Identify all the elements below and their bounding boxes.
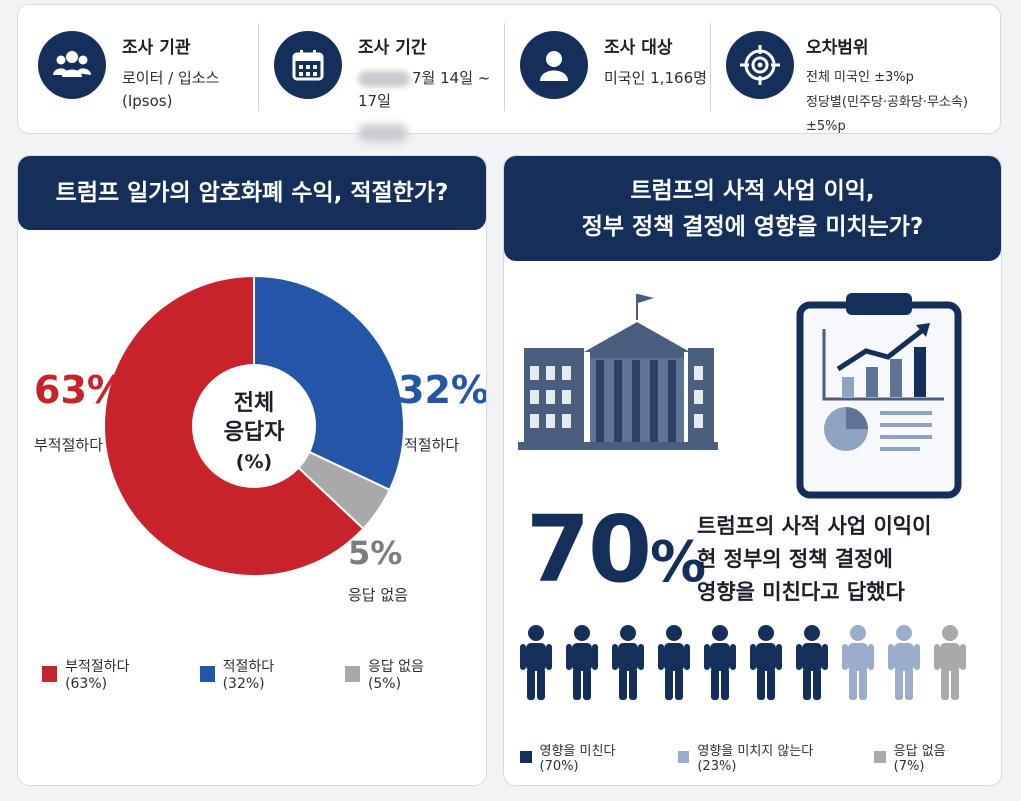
panel-title: 트럼프의 사적 사업 이익, 정부 정책 결정에 영향을 미치는가?	[504, 156, 1001, 261]
agency-name-en: (Ipsos)	[122, 92, 173, 111]
info-title: 오차범위	[806, 38, 869, 58]
info-title: 조사 기간	[358, 38, 427, 58]
redacted-text	[358, 123, 408, 142]
person-figure-affects	[796, 625, 828, 700]
legend-label: 적절하다 (32%)	[222, 659, 275, 692]
legend-swatch	[199, 666, 215, 682]
big-percent: 70%	[526, 496, 706, 603]
big-percent-value: 70	[526, 496, 652, 603]
legend-swatch	[874, 751, 886, 763]
description-line: 트럼프의 사적 사업 이익이	[697, 514, 932, 538]
inappropriate-label: 부적절하다	[34, 436, 104, 454]
legend-label: 응답 없음 (7%)	[893, 744, 946, 774]
legend-item: 적절하다 (32%)	[199, 656, 315, 692]
panel-title-line: 정부 정책 결정에 영향을 미치는가?	[581, 214, 924, 240]
person-figure-affects	[520, 625, 552, 700]
legend-item: 영향을 미치지 않는다 (23%)	[677, 740, 850, 774]
agency-name: 로이터 / 입소스	[122, 69, 220, 87]
info-line: 미국인 1,166명	[604, 69, 707, 87]
survey-info-bar: 조사 기관 로이터 / 입소스 (Ipsos) 조사 기간 7월 14일 ~ 1…	[17, 4, 1001, 142]
legend-item: 영향을 미친다 (70%)	[520, 740, 654, 774]
calendar-icon	[274, 31, 342, 99]
donut-chart: 전체 응답자 (%)	[103, 274, 405, 577]
margin-overall: 전체 미국인 ±3%p	[806, 70, 914, 85]
legend-swatch	[520, 751, 532, 763]
info-title: 조사 기관	[122, 38, 191, 58]
person-figure-affects	[566, 625, 598, 700]
person-figure-not-affects	[888, 625, 920, 700]
inappropriate-percent: 63%	[34, 368, 125, 412]
legend-label: 영향을 미친다 (70%)	[539, 744, 616, 774]
legend-swatch	[677, 751, 690, 763]
info-period: 조사 기간 7월 14일 ~ 17일	[258, 5, 504, 142]
no-answer-label: 응답 없음	[348, 586, 408, 604]
person-figure-affects	[658, 625, 690, 700]
person-icon	[520, 31, 588, 99]
person-figure-affects	[704, 625, 736, 700]
legend-label: 부적절하다 (63%)	[65, 659, 130, 692]
clipboard-chart-icon	[796, 293, 962, 499]
influence-legend: 영향을 미친다 (70%) 영향을 미치지 않는다 (23%) 응답 없음 (7…	[520, 740, 1001, 774]
person-figure-affects	[750, 625, 782, 700]
legend-item: 응답 없음 (7%)	[874, 740, 977, 774]
panel-title: 트럼프 일가의 암호화폐 수익, 적절한가?	[18, 156, 486, 230]
donut-center-label: 전체	[234, 391, 274, 416]
person-figure-affects	[612, 625, 644, 700]
target-crosshair-icon	[726, 31, 794, 99]
info-agency: 조사 기관 로이터 / 입소스 (Ipsos)	[18, 5, 258, 133]
redacted-year	[358, 70, 410, 87]
donut-center-label: (%)	[236, 451, 272, 473]
person-figure-no-answer	[934, 625, 966, 700]
person-figure-not-affects	[842, 625, 874, 700]
info-title: 조사 대상	[604, 38, 673, 58]
legend-item: 응답 없음 (5%)	[344, 656, 456, 692]
survey-dates: 7월 14일 ~ 17일	[358, 69, 491, 111]
crypto-panel: 트럼프 일가의 암호화폐 수익, 적절한가? 전체 응답자 (%) 63% 부적…	[17, 155, 487, 786]
info-target: 조사 대상 미국인 1,166명	[504, 5, 710, 133]
margin-party: 정당별(민주당·공화당·무소속) ±5%p	[806, 94, 968, 135]
person-figures-icon	[520, 625, 966, 700]
donut-hole	[192, 364, 316, 488]
government-building-icon	[518, 294, 718, 450]
legend-swatch	[344, 666, 360, 682]
legend-swatch	[42, 666, 58, 682]
influence-panel: 트럼프의 사적 사업 이익, 정부 정책 결정에 영향을 미치는가?	[503, 155, 1002, 786]
appropriate-percent: 32%	[398, 368, 487, 412]
legend-label: 응답 없음 (5%)	[367, 659, 424, 692]
donut-legend: 부적절하다 (63%) 적절하다 (32%) 응답 없음 (5%)	[42, 656, 486, 692]
info-line: 전체 미국인 ±3%p 정당별(민주당·공화당·무소속) ±5%p	[806, 66, 1000, 140]
appropriate-label: 적절하다	[404, 436, 460, 454]
info-margin: 오차범위 전체 미국인 ±3%p 정당별(민주당·공화당·무소속) ±5%p	[710, 5, 1000, 134]
legend-item: 부적절하다 (63%)	[42, 656, 170, 692]
group-people-icon	[38, 31, 106, 99]
legend-label: 영향을 미치지 않는다 (23%)	[697, 744, 814, 774]
panel-title-line: 트럼프의 사적 사업 이익,	[630, 178, 875, 204]
result-description: 트럼프의 사적 사업 이익이 현 정부의 정책 결정에 영향을 미친다고 답했다	[697, 510, 931, 609]
info-line: 로이터 / 입소스 (Ipsos)	[122, 67, 219, 114]
no-answer-percent: 5%	[348, 534, 403, 572]
big-percent-unit: %	[650, 530, 706, 595]
info-line: 7월 14일 ~ 17일	[358, 67, 504, 142]
donut-center-label: 응답자	[224, 420, 285, 445]
description-line: 현 정부의 정책 결정에	[697, 547, 893, 571]
description-line: 영향을 미친다고 답했다	[697, 580, 905, 604]
